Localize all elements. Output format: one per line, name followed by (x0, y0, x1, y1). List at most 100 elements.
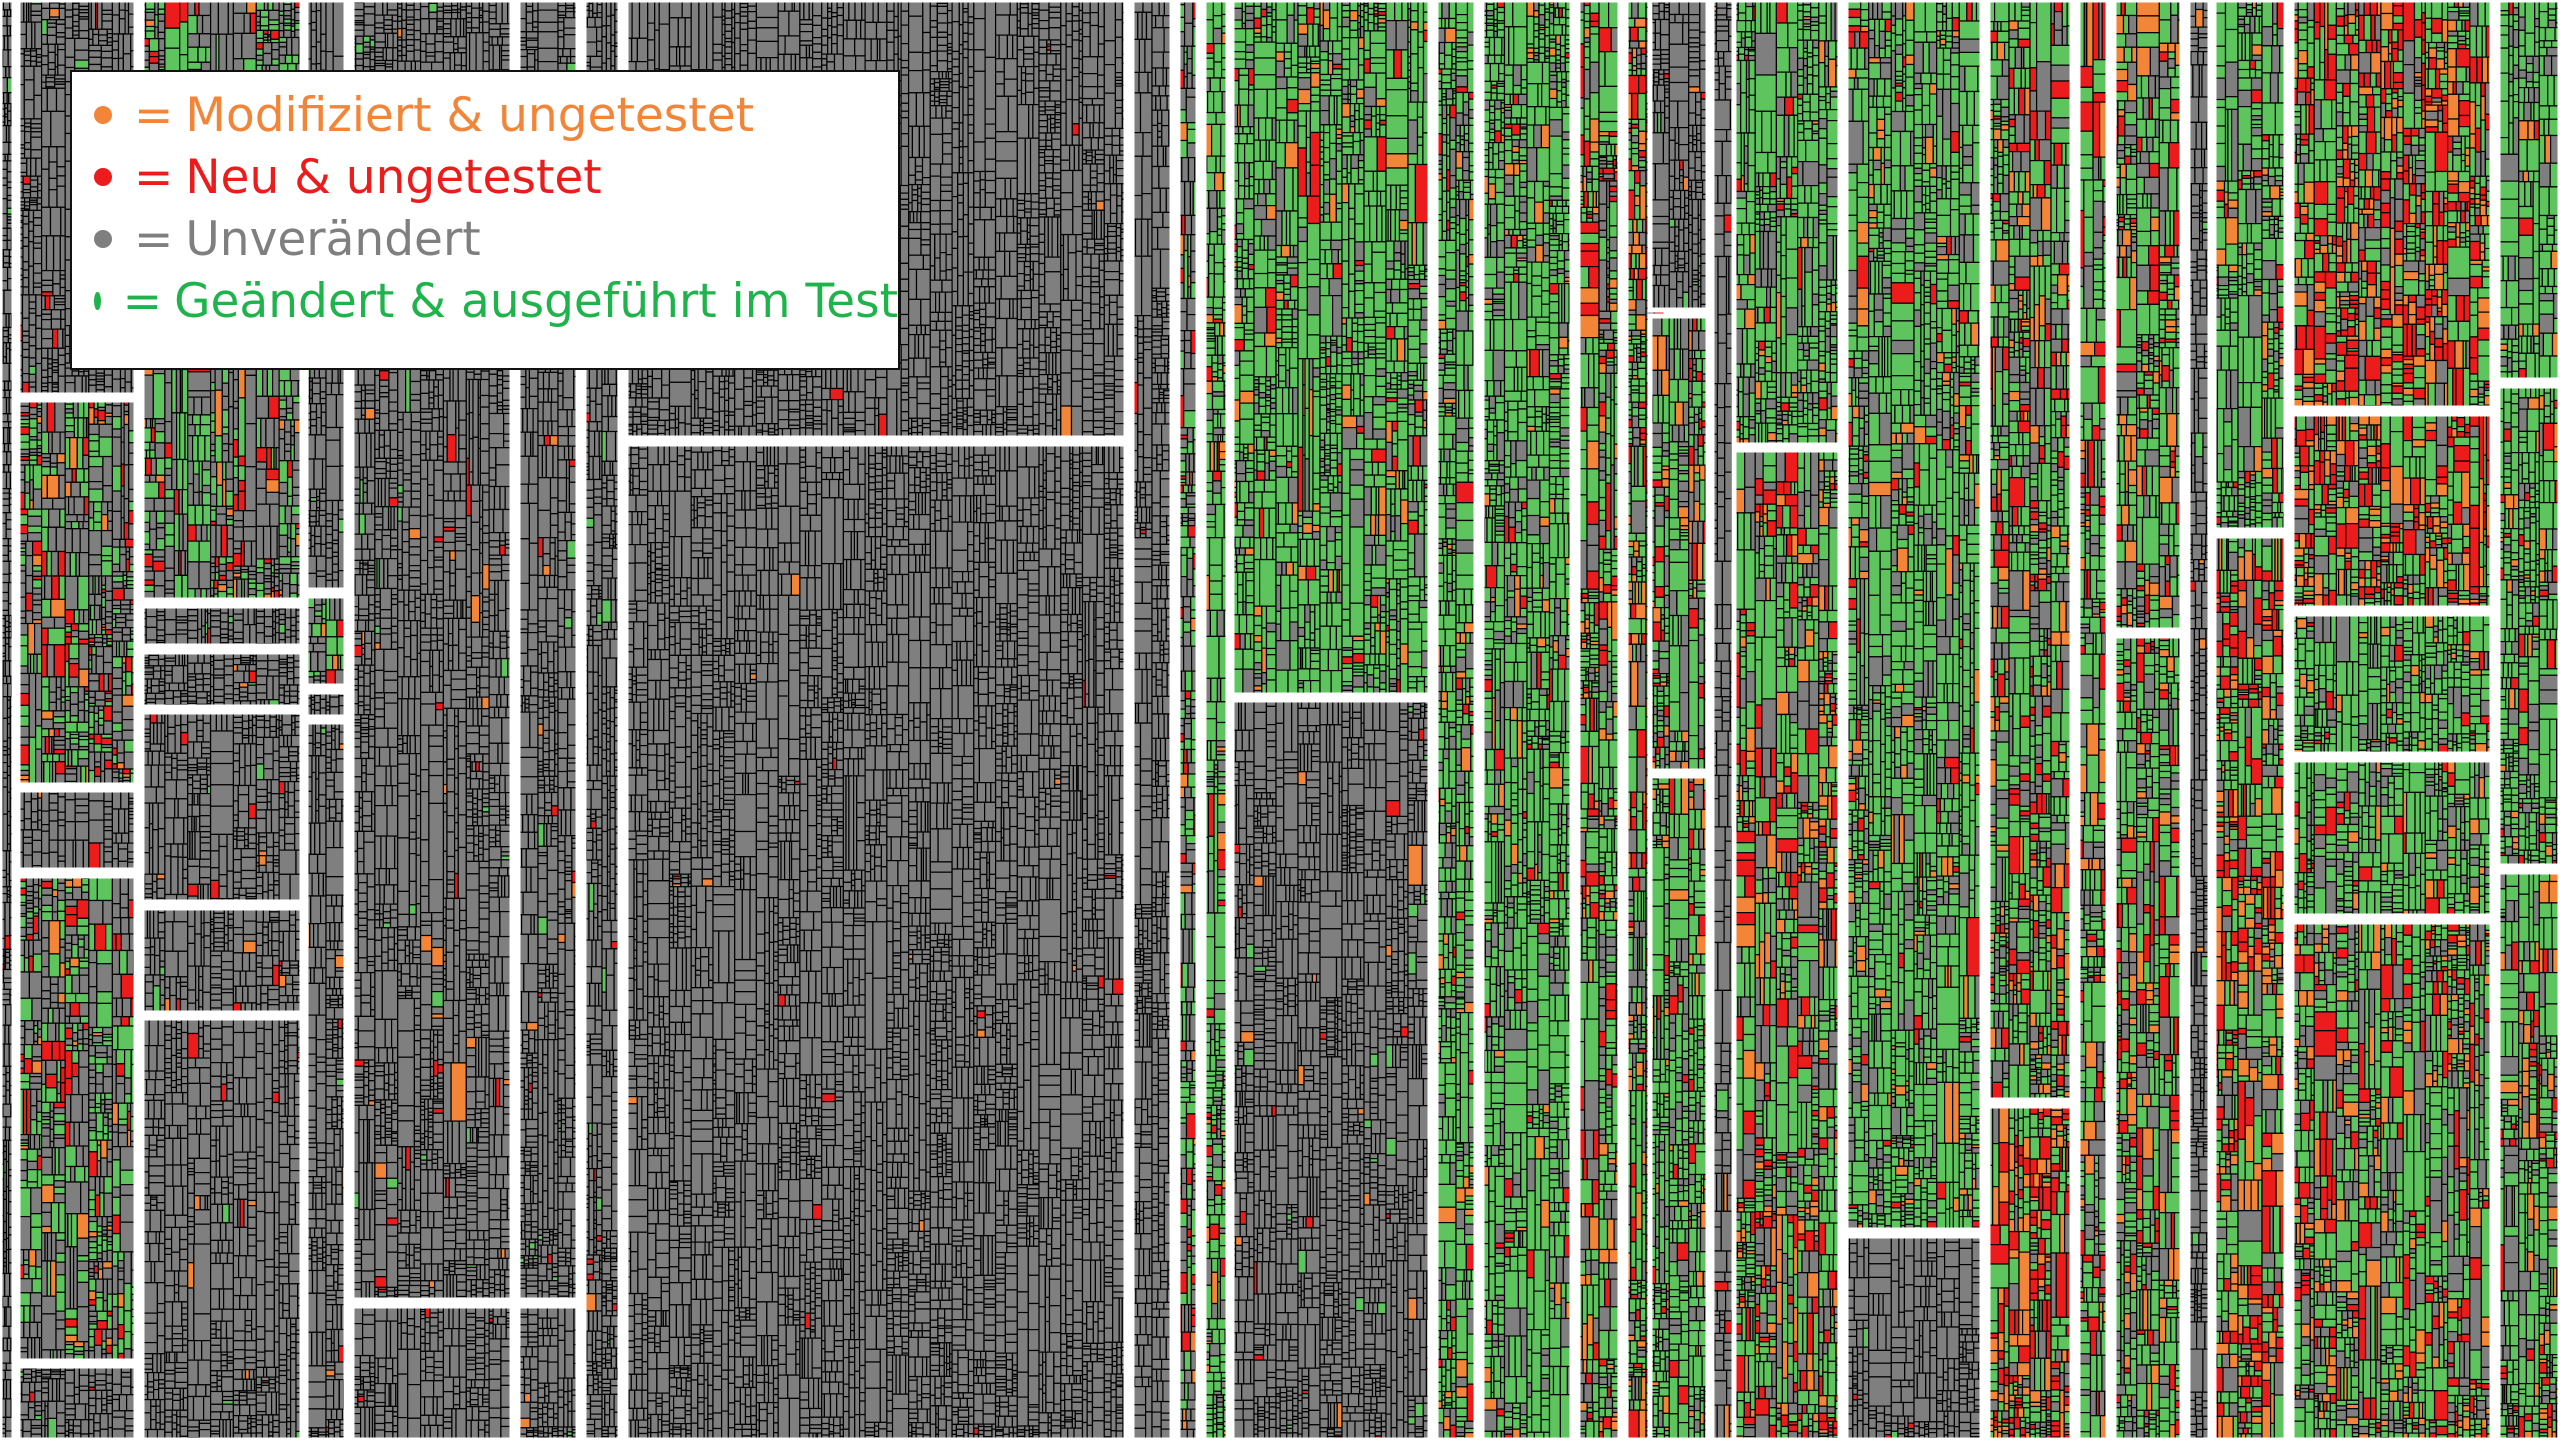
treemap-cell (233, 882, 241, 888)
treemap-cell (226, 491, 234, 506)
treemap-cell (98, 1262, 102, 1270)
treemap-cell (57, 176, 65, 186)
treemap-cell (226, 520, 233, 526)
treemap-cell (75, 806, 89, 813)
treemap-cell (102, 561, 113, 576)
treemap-cell (264, 627, 272, 637)
treemap-cell (274, 586, 279, 591)
treemap-cell (157, 511, 165, 523)
treemap-cell (157, 528, 165, 539)
treemap-cell (103, 1301, 107, 1312)
treemap-cell (219, 557, 226, 565)
treemap-cell (75, 1167, 85, 1183)
treemap-cell (79, 19, 89, 31)
treemap-cell (105, 1100, 113, 1105)
treemap-cell (203, 679, 210, 685)
treemap-cell (107, 1217, 112, 1223)
treemap-cell (45, 576, 52, 599)
treemap-cell (56, 1233, 65, 1241)
treemap-cell (154, 671, 161, 679)
treemap-cell (54, 1194, 65, 1203)
treemap-cell (172, 759, 177, 769)
treemap-cell (65, 409, 73, 413)
treemap-cell (65, 722, 77, 732)
treemap-cell (79, 669, 89, 687)
treemap-cell (30, 460, 38, 465)
treemap-cell (31, 812, 37, 822)
treemap-cell (151, 765, 158, 787)
treemap-cell (288, 461, 293, 478)
treemap-cell (119, 641, 124, 657)
treemap-cell (65, 1309, 77, 1319)
treemap-cell (29, 358, 36, 366)
treemap-cell (287, 672, 293, 679)
treemap-cell (95, 642, 103, 646)
treemap-cell (23, 830, 32, 838)
treemap-cell (84, 935, 89, 949)
treemap-cell (107, 1162, 112, 1177)
treemap-cell (31, 1188, 42, 1214)
treemap-cell (35, 1338, 40, 1361)
treemap-cell (60, 1375, 65, 1379)
treemap-cell (84, 371, 89, 376)
treemap-cell (55, 400, 65, 432)
treemap-cell (256, 55, 263, 60)
treemap-cell (50, 3, 60, 8)
treemap-cell (42, 1148, 53, 1158)
treemap-cell (79, 732, 89, 736)
treemap-cell (224, 694, 233, 699)
treemap-cell (33, 613, 42, 620)
treemap-cell (108, 1414, 112, 1428)
treemap-cell (106, 623, 113, 630)
treemap-cell (118, 1026, 136, 1050)
treemap-cell (279, 381, 284, 397)
treemap-cell (36, 674, 42, 710)
treemap-cell (89, 45, 102, 50)
treemap-cell (207, 758, 211, 764)
treemap-cell (80, 529, 89, 553)
treemap-cell (65, 576, 78, 610)
treemap-cell (118, 1261, 124, 1269)
treemap-cell (70, 438, 78, 469)
treemap-cell (284, 30, 291, 37)
treemap-cell (260, 10, 268, 17)
treemap-cell (65, 958, 70, 961)
treemap-cell (24, 1274, 29, 1278)
treemap-cell (200, 843, 210, 851)
treemap-cell (165, 458, 172, 469)
treemap-cell (106, 617, 113, 623)
treemap-cell (104, 663, 113, 674)
treemap-cell (24, 1322, 30, 1337)
treemap-cell (274, 564, 279, 569)
treemap-cell (33, 489, 41, 509)
treemap-cell (102, 748, 113, 753)
treemap-cell (207, 525, 211, 541)
treemap-cell (200, 851, 210, 859)
treemap-cell (279, 420, 285, 430)
treemap-cell (112, 406, 121, 417)
treemap-cell (48, 1418, 57, 1440)
treemap-cell (243, 729, 249, 736)
treemap-cell (93, 29, 99, 34)
treemap-cell (32, 830, 41, 841)
treemap-cell (103, 457, 113, 486)
treemap-cell (214, 696, 225, 702)
treemap-cell (112, 1400, 119, 1411)
treemap-cell (34, 243, 42, 248)
treemap-cell (51, 1374, 61, 1378)
treemap-cell (65, 1182, 81, 1214)
treemap-cell (112, 34, 118, 41)
treemap-cell (42, 912, 53, 921)
treemap-cell (60, 947, 65, 963)
treemap-cell (89, 820, 104, 843)
treemap-cell (89, 451, 99, 456)
treemap-cell (36, 726, 42, 749)
treemap-cell (202, 493, 210, 506)
treemap-cell (118, 1252, 124, 1261)
treemap-cell (256, 504, 270, 526)
treemap-cell (224, 675, 233, 686)
treemap-cell (150, 475, 156, 482)
treemap-cell (83, 522, 89, 529)
treemap-cell (291, 626, 296, 631)
treemap-cell (48, 628, 65, 645)
